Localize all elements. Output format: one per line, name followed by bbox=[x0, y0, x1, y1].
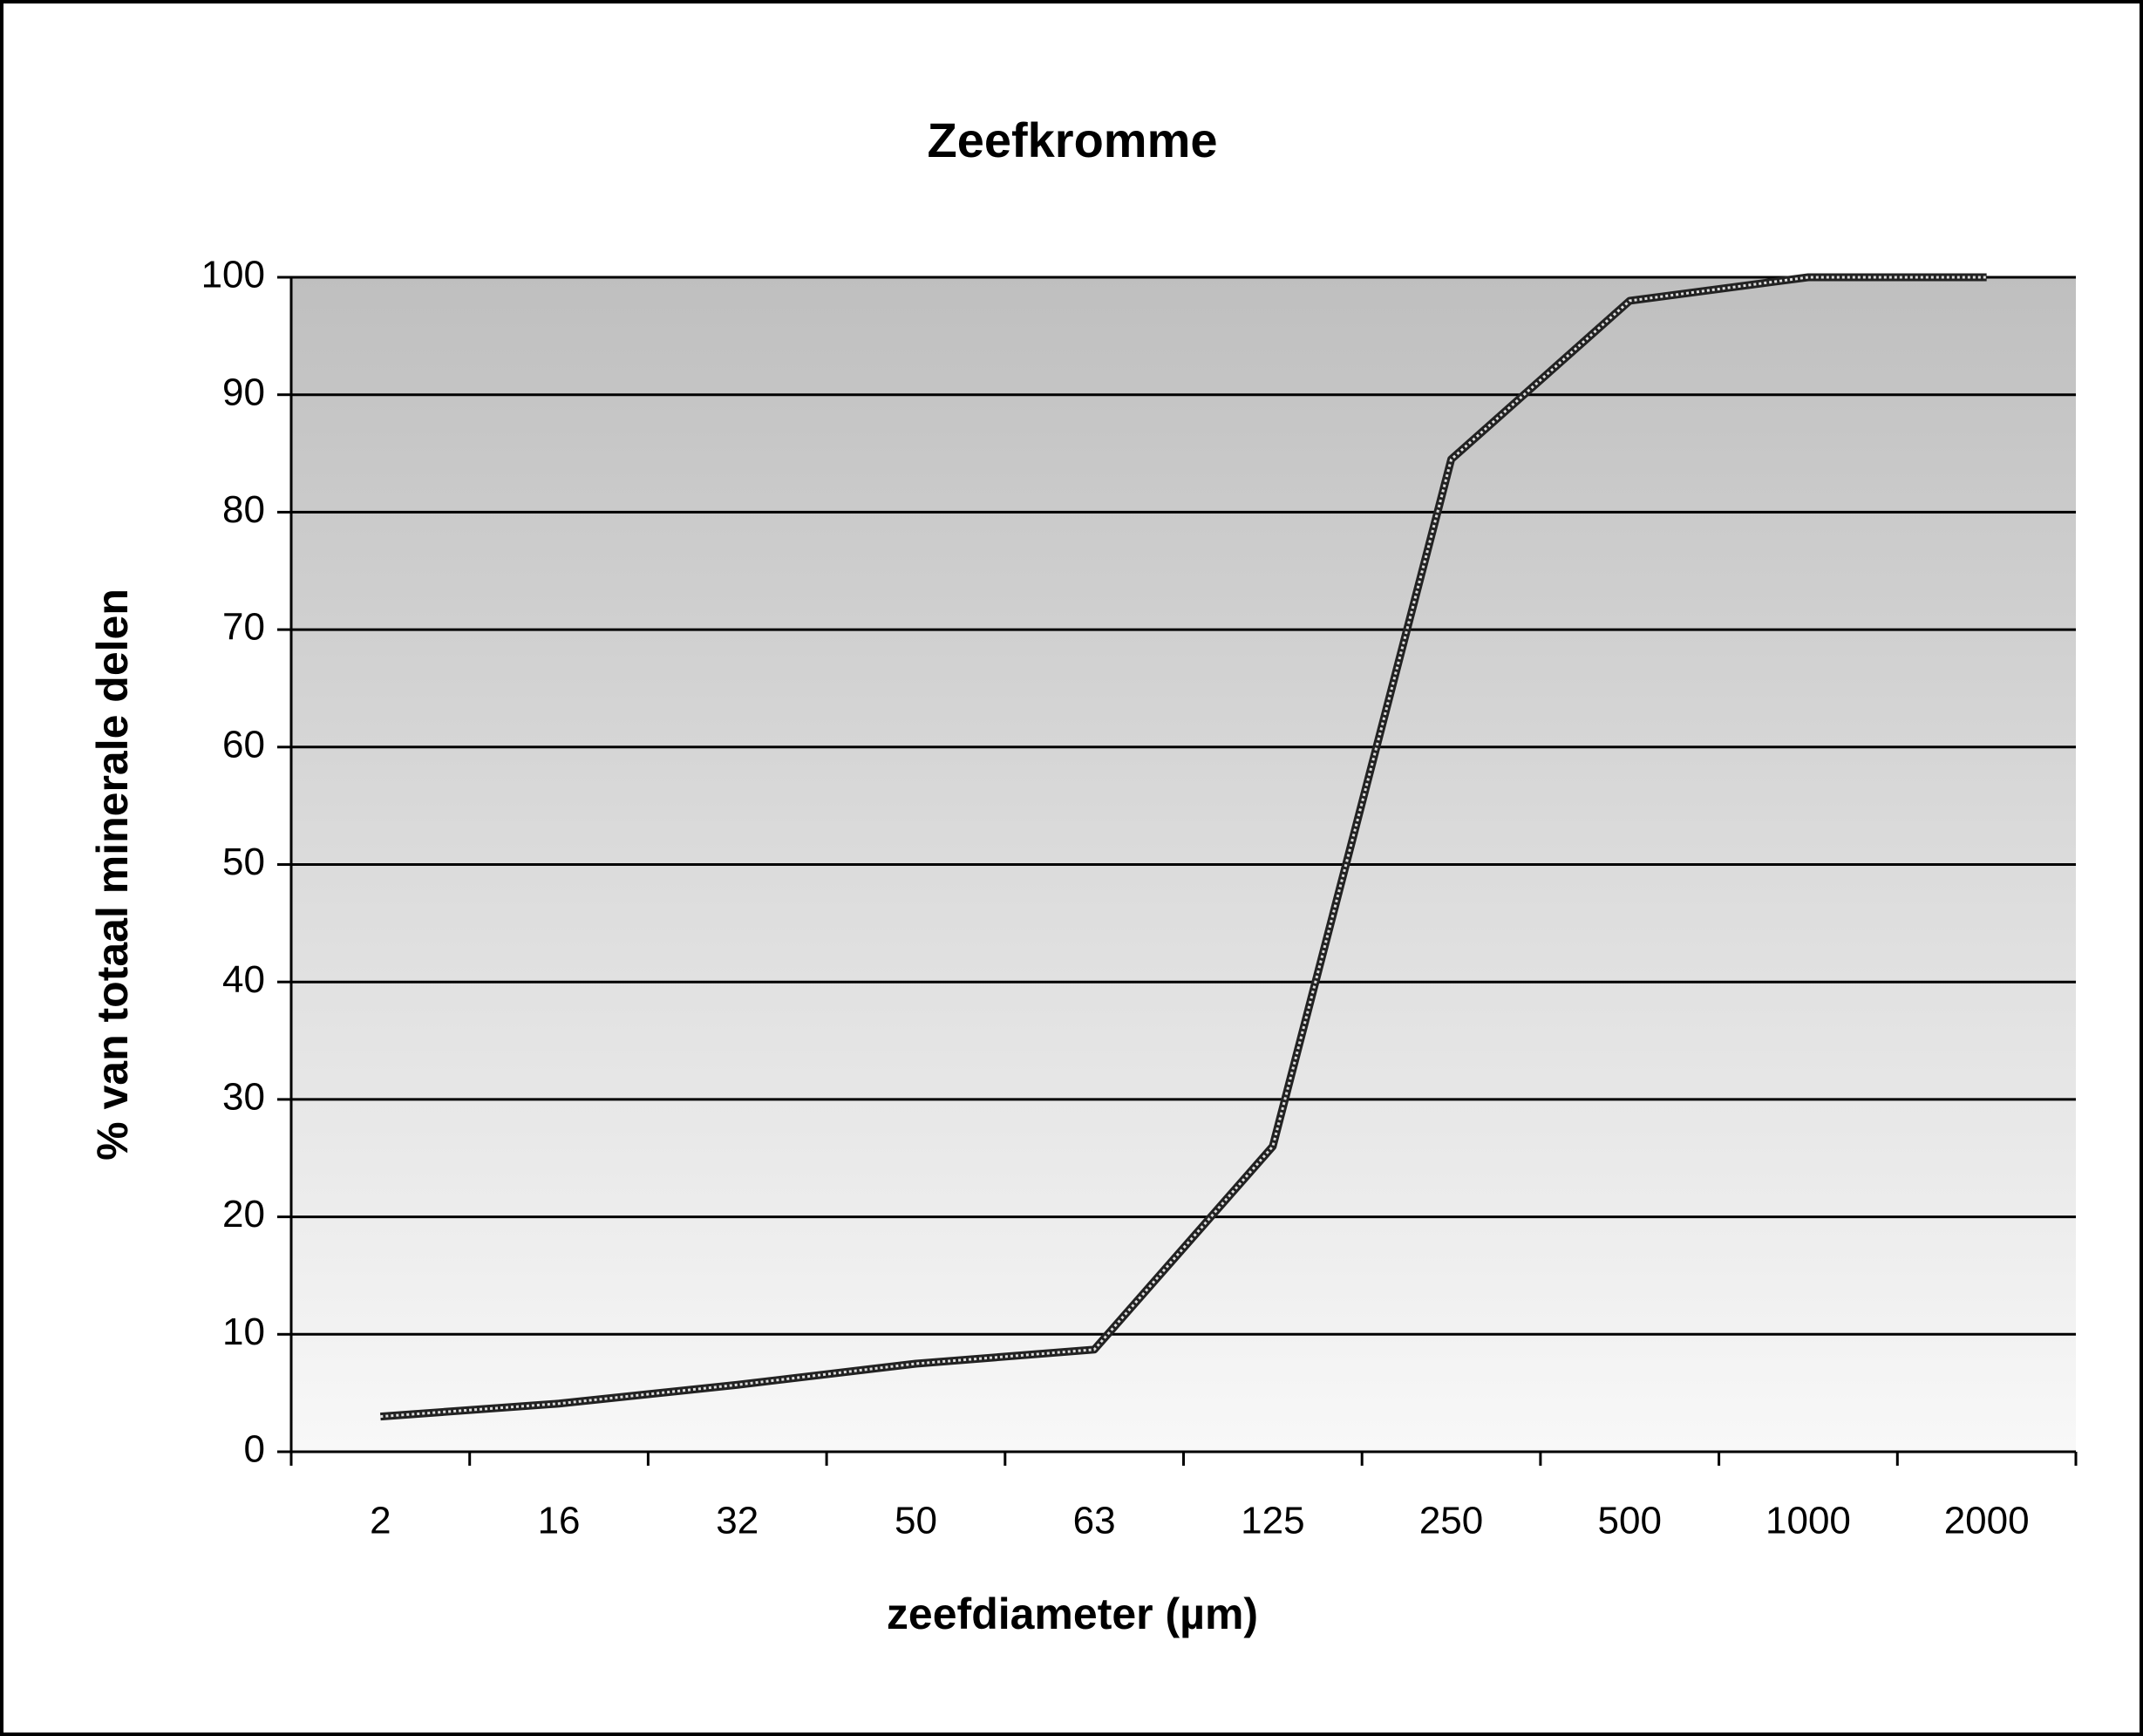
y-tick-label: 0 bbox=[244, 1428, 265, 1471]
y-tick-label: 50 bbox=[222, 841, 265, 883]
x-tick-label: 250 bbox=[1419, 1500, 1483, 1542]
x-tick-label: 2000 bbox=[1944, 1500, 2030, 1542]
x-tick-label: 32 bbox=[716, 1500, 759, 1542]
x-tick-label: 125 bbox=[1241, 1500, 1304, 1542]
x-tick-label: 50 bbox=[895, 1500, 937, 1542]
y-tick-label: 10 bbox=[222, 1311, 265, 1353]
x-tick-label: 1000 bbox=[1765, 1500, 1851, 1542]
y-tick-label: 20 bbox=[222, 1193, 265, 1236]
y-tick-label: 100 bbox=[201, 254, 265, 296]
x-tick-label: 2 bbox=[370, 1500, 391, 1542]
y-tick-label: 90 bbox=[222, 371, 265, 413]
y-tick-label: 80 bbox=[222, 488, 265, 531]
y-axis-label: % van totaal minerale delen bbox=[88, 589, 137, 1161]
y-tick-label: 70 bbox=[222, 606, 265, 649]
x-tick-label: 16 bbox=[538, 1500, 581, 1542]
x-axis-label: zeefdiameter (µm) bbox=[887, 1590, 1258, 1638]
y-tick-label: 60 bbox=[222, 723, 265, 766]
y-tick-label: 40 bbox=[222, 958, 265, 1001]
y-tick-label: 30 bbox=[222, 1076, 265, 1119]
x-tick-label: 500 bbox=[1598, 1500, 1662, 1542]
data-line-highlight bbox=[380, 276, 1987, 1419]
chart-title: Zeefkromme bbox=[927, 112, 1217, 167]
x-tick-label: 63 bbox=[1073, 1500, 1116, 1542]
